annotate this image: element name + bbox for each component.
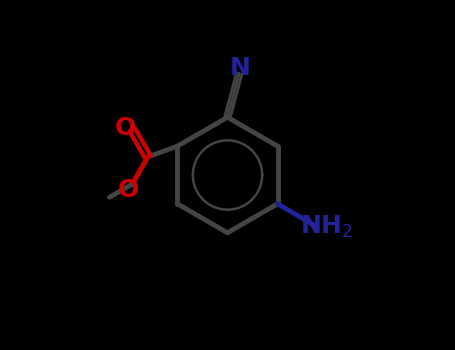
Text: O: O — [117, 178, 139, 203]
Text: NH$_2$: NH$_2$ — [300, 214, 353, 240]
Text: N: N — [230, 56, 251, 80]
Text: O: O — [115, 116, 136, 140]
